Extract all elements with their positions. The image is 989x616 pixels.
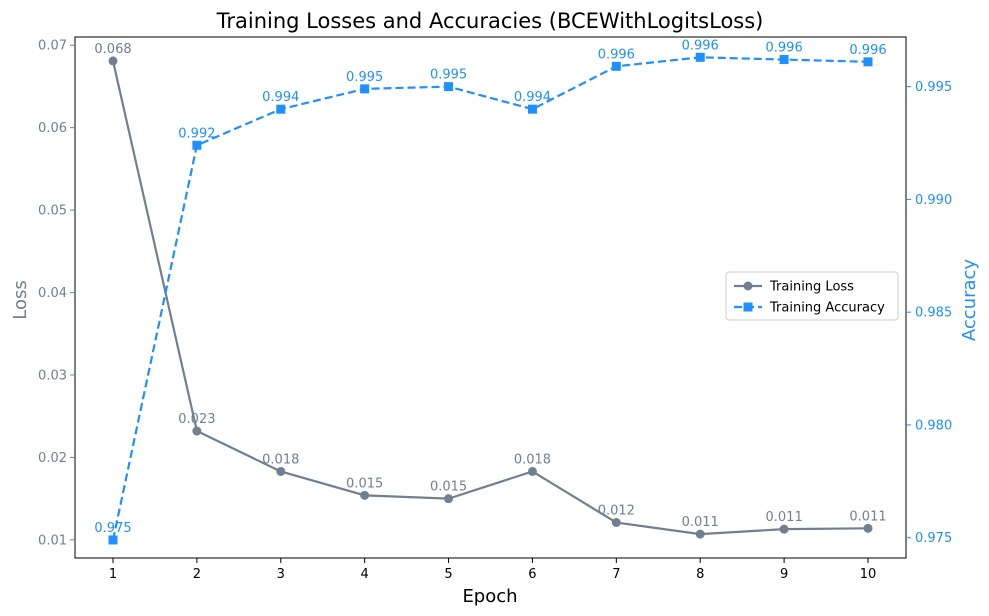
- training-loss-data-label: 0.023: [178, 412, 215, 427]
- training-loss-point: [444, 494, 454, 504]
- plot-area: 1 2 3 4 5 6 7 8 9 10 0.01 0.02 0.03 0.04 0.05 0.06 0.07 0…: [38, 36, 952, 582]
- x-tick-label: 8: [696, 567, 704, 582]
- training-accuracy-data-label: 0.996: [849, 43, 886, 58]
- x-tick-label: 3: [277, 567, 285, 582]
- training-loss-point: [779, 524, 789, 534]
- training-accuracy-point: [108, 535, 118, 545]
- training-loss-point: [192, 426, 202, 436]
- training-loss-point: [108, 56, 118, 66]
- training-loss-point: [863, 523, 873, 533]
- legend-training-loss-label: Training Loss: [769, 280, 854, 295]
- training-accuracy-point: [444, 82, 454, 92]
- left-y-tick-label: 0.06: [38, 121, 67, 136]
- x-tick-label: 7: [612, 567, 620, 582]
- chart-title: Training Losses and Accuracies (BCEWithL…: [216, 9, 764, 33]
- left-y-tick-label: 0.05: [38, 204, 67, 219]
- training-accuracy-point: [360, 84, 370, 94]
- x-tick-label: 1: [109, 567, 117, 582]
- training-accuracy-data-label: 0.995: [346, 70, 383, 85]
- training-accuracy-data-label: 0.996: [598, 47, 635, 62]
- training-loss-point: [360, 490, 370, 500]
- training-accuracy-point: [276, 104, 286, 114]
- training-loss-point: [611, 518, 621, 528]
- right-y-tick-label: 0.990: [915, 193, 952, 208]
- x-tick-label: 4: [361, 567, 369, 582]
- training-accuracy-data-label: 0.995: [430, 68, 467, 83]
- training-accuracy-data-label: 0.992: [178, 126, 215, 141]
- training-accuracy-data-label: 0.996: [766, 41, 803, 56]
- x-tick-label: 2: [193, 567, 201, 582]
- right-y-axis-label: Accuracy: [959, 259, 980, 342]
- x-tick-label: 9: [780, 567, 788, 582]
- training-accuracy-point: [192, 140, 202, 150]
- left-y-tick-label: 0.04: [38, 286, 67, 301]
- left-y-axis-label: Loss: [10, 280, 31, 319]
- training-accuracy-data-label: 0.975: [94, 521, 131, 536]
- left-y-tick-label: 0.03: [38, 368, 67, 383]
- training-loss-point: [695, 529, 705, 539]
- training-loss-data-label: 0.068: [94, 42, 131, 57]
- training-loss-point: [527, 466, 537, 476]
- left-y-tick-label: 0.07: [38, 39, 67, 54]
- training-accuracy-data-label: 0.994: [262, 90, 299, 105]
- training-loss-point: [276, 466, 286, 476]
- right-y-tick-label: 0.975: [915, 531, 952, 546]
- training-accuracy-point: [779, 55, 789, 65]
- training-loss-data-label: 0.011: [682, 515, 719, 530]
- right-y-tick-label: 0.985: [915, 306, 952, 321]
- training-loss-data-label: 0.015: [346, 476, 383, 491]
- legend-training-accuracy-label: Training Accuracy: [769, 301, 885, 316]
- training-accuracy-point: [863, 57, 873, 67]
- training-accuracy-line: [111, 56, 869, 541]
- training-loss-data-label: 0.012: [598, 504, 635, 519]
- training-accuracy-point: [611, 61, 621, 71]
- right-y-tick-label: 0.980: [915, 418, 952, 433]
- x-tick-label: 10: [860, 567, 877, 582]
- legend-training-accuracy-marker: [743, 302, 753, 312]
- training-loss-data-label: 0.018: [262, 452, 299, 467]
- plot-frame: [74, 36, 907, 559]
- legend-training-loss-marker: [743, 281, 753, 291]
- training-accuracy-data-label: 0.994: [514, 90, 551, 105]
- training-loss-data-label: 0.018: [514, 452, 551, 467]
- training-accuracy-point: [695, 52, 705, 62]
- x-tick-label: 6: [528, 567, 536, 582]
- left-y-tick-label: 0.02: [38, 451, 67, 466]
- right-y-tick-label: 0.995: [915, 80, 952, 95]
- training-loss-data-label: 0.011: [766, 510, 803, 525]
- training-loss-data-label: 0.015: [430, 480, 467, 495]
- training-loss-data-label: 0.011: [849, 509, 886, 524]
- training-loss-line: [111, 60, 869, 536]
- training-accuracy-data-label: 0.996: [682, 38, 719, 53]
- left-y-tick-label: 0.01: [38, 533, 67, 548]
- training-accuracy-point: [527, 104, 537, 114]
- x-axis-label: Epoch: [462, 586, 517, 607]
- x-tick-label: 5: [444, 567, 452, 582]
- legend-box: [725, 271, 899, 321]
